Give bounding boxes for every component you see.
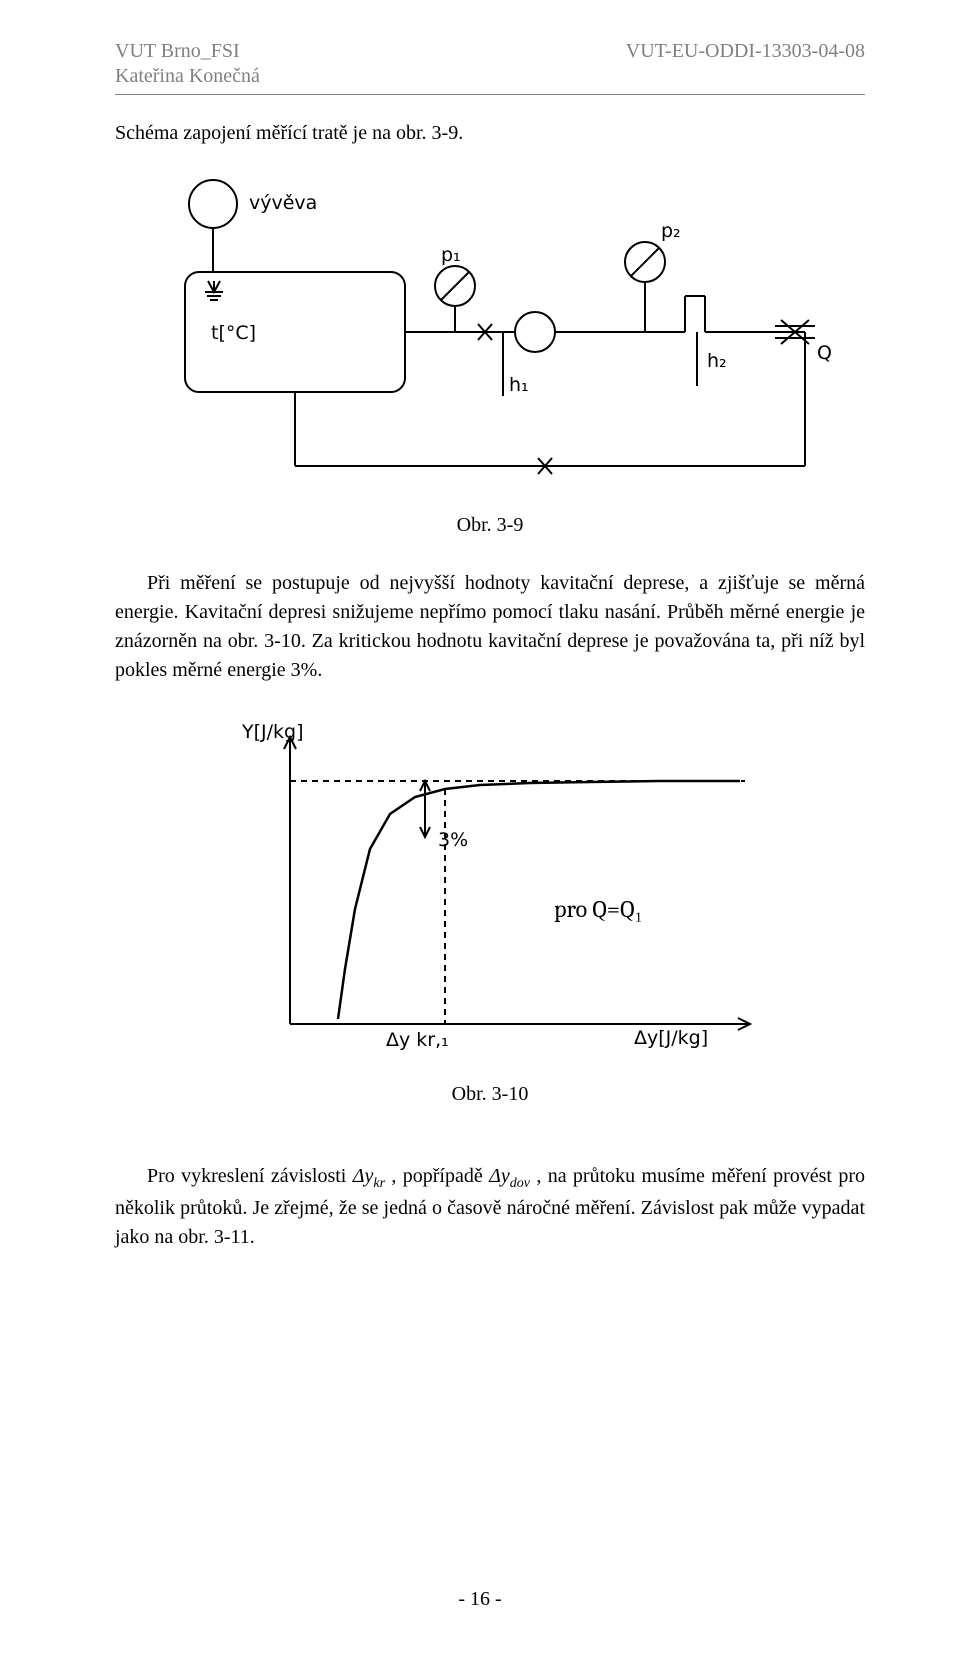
xlabel: Δy[J/kg] bbox=[634, 1027, 708, 1049]
label-p2: p₂ bbox=[661, 220, 681, 242]
label-q: pro Q=Q₁ bbox=[554, 895, 643, 924]
label-p1: p₁ bbox=[441, 244, 461, 266]
paragraph-2: Při měření se postupuje od nejvyšší hodn… bbox=[115, 569, 865, 685]
page-footer: - 16 - bbox=[0, 1588, 960, 1611]
dy-kr-sub: kr bbox=[373, 1176, 385, 1191]
knee-chart-svg bbox=[220, 719, 760, 1059]
p3-mid: , popřípadě bbox=[391, 1165, 489, 1187]
label-h1: h₁ bbox=[509, 374, 529, 396]
figure-circuit: vývěva t[°C] p₁ p₂ h₁ h₂ Q bbox=[145, 176, 835, 496]
ylabel: Y[J/kg] bbox=[242, 721, 304, 743]
dy-dov-sub: dov bbox=[510, 1176, 530, 1191]
header-row: VUT Brno_FSI VUT-EU-ODDI-13303-04-08 bbox=[115, 40, 865, 63]
header-right: VUT-EU-ODDI-13303-04-08 bbox=[626, 40, 865, 63]
paragraph-3: Pro vykreslení závislosti Δykr , popřípa… bbox=[115, 1162, 865, 1252]
xtick-kr: Δy kr,₁ bbox=[386, 1029, 449, 1051]
label-Q: Q bbox=[817, 342, 832, 364]
figure-knee-chart: Y[J/kg] 3% pro Q=Q₁ Δy kr,₁ Δy[J/kg] bbox=[220, 719, 760, 1059]
header-left-top: VUT Brno_FSI bbox=[115, 40, 240, 63]
figure-2-caption: Obr. 3-10 bbox=[115, 1083, 865, 1106]
dy-kr: Δykr bbox=[353, 1165, 392, 1187]
label-vyveva: vývěva bbox=[249, 192, 317, 214]
label-3pct: 3% bbox=[438, 829, 468, 851]
dy-dov: Δydov bbox=[489, 1165, 536, 1187]
paragraph-1: Schéma zapojení měřící tratě je na obr. … bbox=[115, 119, 865, 148]
dy-kr-base: Δy bbox=[353, 1165, 374, 1187]
header-rule bbox=[115, 94, 865, 95]
label-tC: t[°C] bbox=[211, 322, 256, 344]
dy-dov-base: Δy bbox=[489, 1165, 510, 1187]
p3-lead: Pro vykreslení závislosti bbox=[147, 1165, 353, 1187]
header-left-bottom: Kateřina Konečná bbox=[115, 65, 865, 88]
label-h2: h₂ bbox=[707, 350, 727, 372]
figure-1-caption: Obr. 3-9 bbox=[115, 514, 865, 537]
page: VUT Brno_FSI VUT-EU-ODDI-13303-04-08 Kat… bbox=[0, 0, 960, 1655]
